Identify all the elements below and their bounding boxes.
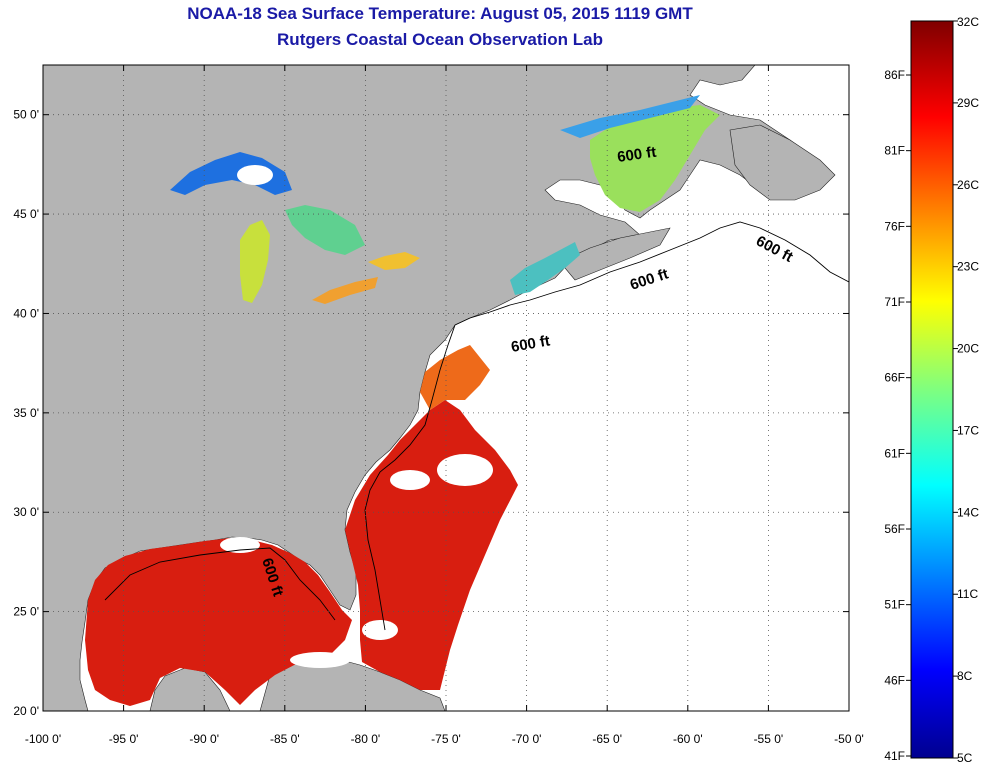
lake-michigan-sst <box>240 220 270 303</box>
contour-label: 600 ft <box>510 332 552 356</box>
map-subtitle: Rutgers Coastal Ocean Observation Lab <box>277 30 603 49</box>
fahrenheit-label: 86F <box>884 68 905 82</box>
contour-label: 600 ft <box>616 144 657 166</box>
cloud-gap <box>390 470 430 490</box>
lon-tick-label: -50 0' <box>834 732 864 746</box>
lon-tick-label: -100 0' <box>25 732 61 746</box>
depth-contour-line <box>454 221 849 326</box>
cloud-gap <box>437 454 493 486</box>
celsius-label: 20C <box>957 342 979 356</box>
nova-scotia-land <box>559 227 671 281</box>
celsius-label: 8C <box>957 669 973 683</box>
gulf-st-lawrence-sst <box>590 105 720 212</box>
map-axes: -100 0' -95 0' -90 0' -85 0' -80 0' -75 0' -70… <box>13 65 864 746</box>
fahrenheit-label: 46F <box>884 673 905 687</box>
lat-tick-label: 50 0' <box>13 108 39 122</box>
colorbar-labels: 32C 29C 26C 23C 20C 17C 14C 11C 8C 5C 86F 81F 76F 71F… <box>884 15 979 765</box>
lat-tick-label: 20 0' <box>13 704 39 718</box>
cloud-gap <box>362 620 398 640</box>
lat-tick-label: 40 0' <box>13 306 39 320</box>
celsius-label: 23C <box>957 260 979 274</box>
fahrenheit-label: 61F <box>884 446 905 460</box>
lake-erie-sst <box>312 277 378 304</box>
cloud-gap <box>220 537 260 553</box>
cloud-gap <box>237 165 273 185</box>
celsius-label: 32C <box>957 15 979 29</box>
fahrenheit-label: 71F <box>884 295 905 309</box>
lat-tick-label: 30 0' <box>13 505 39 519</box>
depth-contour-line <box>364 324 456 631</box>
newfoundland-land <box>729 124 836 201</box>
celsius-label: 5C <box>957 751 973 765</box>
fahrenheit-label: 66F <box>884 371 905 385</box>
lake-ontario-sst <box>368 252 420 270</box>
depth-contour-line <box>104 547 336 621</box>
lon-tick-label: -55 0' <box>754 732 784 746</box>
celsius-label: 26C <box>957 178 979 192</box>
fahrenheit-label: 56F <box>884 522 905 536</box>
fahrenheit-label: 81F <box>884 144 905 158</box>
gulf-of-mexico-sst <box>85 538 352 706</box>
fahrenheit-label: 76F <box>884 219 905 233</box>
mid-atlantic-sst <box>420 345 490 410</box>
celsius-label: 17C <box>957 423 979 437</box>
lon-tick-label: -70 0' <box>512 732 542 746</box>
map-title: NOAA-18 Sea Surface Temperature: August … <box>187 4 693 23</box>
fahrenheit-label: 51F <box>884 598 905 612</box>
lon-tick-label: -80 0' <box>351 732 381 746</box>
lon-tick-label: -95 0' <box>109 732 139 746</box>
lon-tick-label: -90 0' <box>189 732 219 746</box>
lat-tick-label: 45 0' <box>13 207 39 221</box>
lat-tick-label: 25 0' <box>13 605 39 619</box>
colorbar <box>910 20 954 759</box>
lon-tick-label: -65 0' <box>592 732 622 746</box>
celsius-label: 14C <box>957 505 979 519</box>
st-lawrence-estuary-sst <box>560 95 700 138</box>
fahrenheit-label: 41F <box>884 749 905 763</box>
lon-tick-label: -75 0' <box>431 732 461 746</box>
lake-huron-sst <box>285 205 365 255</box>
celsius-label: 29C <box>957 96 979 110</box>
lon-tick-label: -60 0' <box>673 732 703 746</box>
cloud-gap <box>290 652 350 668</box>
celsius-label: 11C <box>957 587 978 601</box>
lon-tick-label: -85 0' <box>270 732 300 746</box>
gulf-of-maine-sst <box>510 242 580 295</box>
lat-tick-label: 35 0' <box>13 406 39 420</box>
